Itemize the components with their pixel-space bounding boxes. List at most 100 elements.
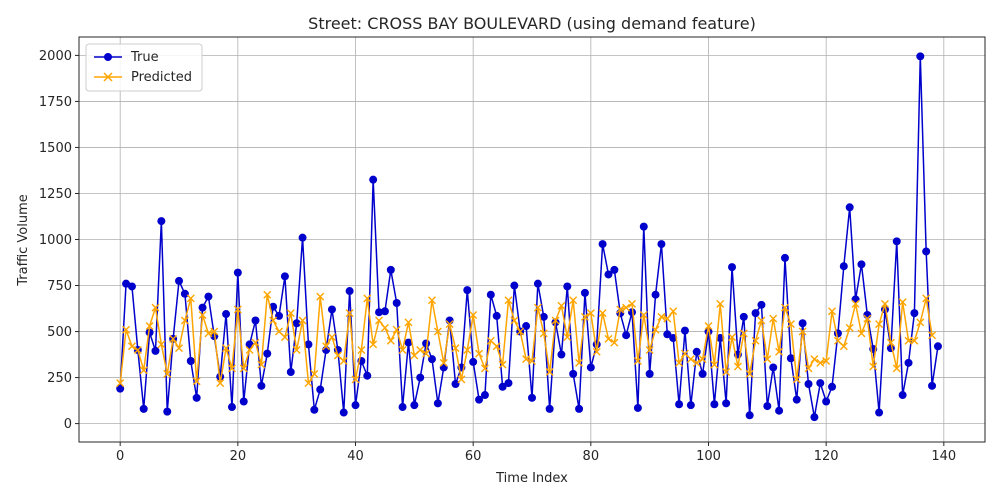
data-point-predicted	[263, 290, 272, 299]
data-point-predicted	[639, 310, 648, 319]
data-point-true	[728, 263, 737, 272]
data-point-true	[528, 393, 536, 402]
data-point-predicted	[910, 336, 919, 345]
data-point-predicted	[133, 345, 142, 354]
data-point-true	[498, 382, 507, 391]
data-point-true	[298, 233, 307, 242]
data-point-predicted	[628, 299, 637, 308]
data-point-true	[539, 312, 548, 321]
data-point-predicted	[427, 296, 436, 305]
data-point-true	[633, 403, 642, 412]
data-point-true	[686, 401, 695, 410]
data-point-true	[116, 384, 125, 393]
data-point-true	[327, 305, 336, 314]
data-point-predicted	[763, 355, 772, 364]
data-point-predicted	[757, 316, 766, 325]
data-point-predicted	[928, 331, 937, 340]
data-point-true	[810, 413, 819, 422]
data-point-predicted	[239, 364, 248, 373]
data-point-true	[675, 400, 684, 409]
x-axis-label: Time Index	[495, 471, 568, 486]
legend-true-label: True	[130, 50, 159, 65]
data-point-predicted	[286, 309, 295, 318]
data-point-true	[698, 369, 707, 378]
data-point-predicted	[892, 364, 901, 373]
data-point-true	[822, 397, 831, 406]
data-point-predicted	[575, 358, 584, 367]
data-point-predicted	[728, 333, 737, 342]
data-point-true	[163, 407, 172, 416]
data-point-predicted	[233, 305, 242, 314]
data-point-true	[127, 282, 136, 291]
data-point-true	[663, 330, 672, 339]
data-point-true	[851, 295, 860, 304]
data-point-predicted	[227, 364, 236, 373]
data-point-true	[463, 286, 472, 295]
x-tick-label: 140	[931, 449, 956, 464]
data-point-predicted	[180, 316, 189, 325]
y-tick-label: 250	[47, 371, 72, 386]
data-point-predicted	[175, 344, 184, 353]
data-point-true	[363, 371, 372, 380]
data-point-predicted	[322, 342, 331, 351]
data-point-true	[710, 400, 719, 409]
data-point-predicted	[528, 357, 536, 365]
data-point-true	[857, 260, 866, 269]
data-point-true	[716, 333, 725, 342]
y-tick-label: 750	[47, 279, 72, 294]
data-point-true	[198, 303, 207, 312]
data-point-true	[898, 391, 907, 400]
data-point-true	[828, 382, 837, 391]
data-point-predicted	[839, 342, 848, 351]
data-point-predicted	[416, 345, 425, 354]
y-axis-label: Traffic Volume	[16, 194, 31, 287]
data-point-true	[180, 289, 189, 298]
data-point-predicted	[816, 358, 825, 367]
data-point-predicted	[369, 340, 378, 349]
data-point-predicted	[616, 305, 625, 314]
data-point-predicted	[169, 334, 178, 343]
data-point-true	[227, 403, 236, 412]
data-point-predicted	[339, 357, 348, 365]
data-point-predicted	[375, 316, 384, 325]
data-point-predicted	[192, 377, 201, 386]
data-point-predicted	[327, 333, 336, 342]
data-point-true	[492, 311, 501, 320]
data-point-true	[557, 350, 566, 359]
data-point-true	[669, 333, 678, 342]
data-point-predicted	[539, 329, 548, 338]
data-point-predicted	[498, 360, 507, 369]
data-point-predicted	[798, 327, 807, 336]
data-point-predicted	[151, 303, 160, 312]
data-point-predicted	[786, 320, 795, 329]
data-point-predicted	[598, 309, 607, 318]
data-point-predicted	[210, 327, 219, 336]
data-point-true	[480, 391, 489, 400]
data-point-true	[186, 357, 195, 365]
data-point-true	[563, 282, 572, 291]
data-point-predicted	[651, 325, 660, 334]
data-point-predicted	[751, 336, 760, 345]
data-point-true	[692, 347, 701, 356]
data-point-true	[175, 276, 184, 285]
data-point-true	[404, 338, 413, 347]
data-point-true	[251, 316, 260, 325]
data-point-predicted	[857, 329, 866, 338]
data-point-true	[157, 217, 166, 226]
data-point-true	[545, 404, 554, 413]
data-point-predicted	[463, 345, 472, 354]
data-point-true	[751, 309, 760, 318]
data-point-predicted	[716, 299, 725, 308]
data-point-true	[310, 405, 319, 414]
data-point-true	[451, 380, 460, 389]
ticks: 0 20 40 60 80 100 120 140 0 250 500 750 1000 1250 1500…	[39, 49, 956, 464]
data-point-predicted	[163, 369, 172, 378]
data-point-true	[375, 308, 384, 317]
data-point-true	[439, 363, 448, 372]
data-point-true	[798, 319, 807, 328]
data-point-true	[580, 288, 589, 297]
data-point-true	[598, 240, 607, 249]
data-point-true	[916, 52, 925, 61]
data-point-predicted	[357, 345, 366, 354]
data-point-predicted	[780, 303, 789, 312]
